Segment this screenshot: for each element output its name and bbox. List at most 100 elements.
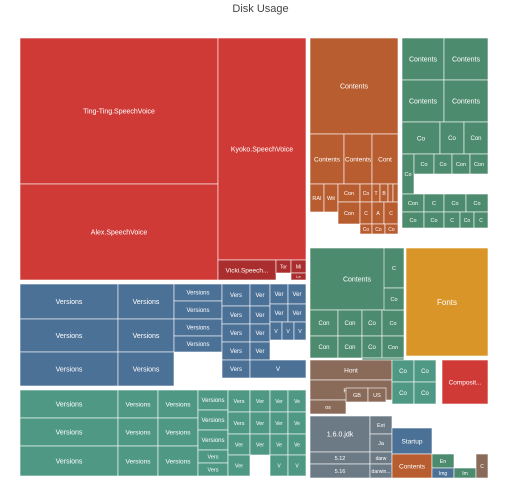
treemap-cell-label: Vers bbox=[233, 399, 244, 405]
treemap-cell[interactable] bbox=[401, 121, 441, 155]
treemap-cell[interactable] bbox=[384, 223, 399, 235]
treemap-cell-label: Vers bbox=[233, 421, 244, 427]
treemap-cell[interactable] bbox=[249, 359, 307, 379]
treemap-cell[interactable] bbox=[19, 417, 119, 447]
treemap-cell[interactable] bbox=[157, 445, 199, 477]
treemap-cell-label: Ver bbox=[256, 399, 264, 405]
treemap-cell-label: Co bbox=[448, 136, 456, 142]
treemap-cell-label: Con bbox=[318, 321, 329, 327]
treemap-cell[interactable] bbox=[463, 121, 489, 155]
treemap-cell[interactable] bbox=[443, 79, 489, 123]
treemap-cell-label: C bbox=[392, 266, 396, 272]
treemap-cell[interactable] bbox=[371, 133, 399, 185]
treemap-cell-label: Ver bbox=[256, 421, 264, 427]
treemap-cell-label: Con bbox=[344, 345, 355, 351]
treemap-cell[interactable] bbox=[469, 153, 489, 175]
treemap-cell[interactable] bbox=[117, 445, 159, 477]
treemap-cell[interactable] bbox=[19, 183, 219, 281]
treemap-cell-label: Vers bbox=[230, 331, 242, 337]
treemap-cell-label: Con bbox=[456, 162, 466, 168]
treemap-cell-label: Ve bbox=[276, 442, 282, 448]
treemap-cell-label: Co bbox=[363, 227, 370, 233]
treemap-cell-label: Versions bbox=[201, 418, 224, 424]
treemap-cell-label: Co bbox=[375, 227, 382, 233]
treemap-cell[interactable] bbox=[387, 183, 394, 203]
treemap-cell-label: Ve bbox=[294, 442, 300, 448]
treemap-cell-label: Co bbox=[430, 218, 437, 224]
treemap-cell-label: Con bbox=[470, 136, 481, 142]
treemap-cell[interactable] bbox=[443, 37, 489, 81]
treemap-cell-label: Co bbox=[409, 218, 416, 224]
treemap-cell[interactable] bbox=[290, 272, 307, 281]
treemap-cell-label: Versions bbox=[186, 326, 209, 332]
treemap-cell[interactable] bbox=[473, 211, 489, 229]
treemap-cell-label: Con bbox=[344, 211, 354, 217]
treemap-cell[interactable] bbox=[413, 381, 437, 405]
treemap-cell[interactable] bbox=[401, 37, 445, 81]
treemap-cell[interactable] bbox=[117, 318, 175, 353]
treemap-cell[interactable] bbox=[19, 445, 119, 477]
treemap-cell-label: Vers bbox=[230, 367, 242, 373]
treemap-cell-label: Vers bbox=[230, 293, 242, 299]
treemap-cell-label: Ver bbox=[256, 442, 264, 448]
treemap-cell[interactable] bbox=[441, 359, 489, 405]
treemap-cell-label: Co bbox=[421, 391, 429, 397]
treemap-cell[interactable] bbox=[309, 399, 347, 415]
treemap-cell[interactable] bbox=[391, 427, 433, 455]
treemap-cell[interactable] bbox=[383, 287, 405, 311]
treemap-cell-label: C bbox=[450, 218, 454, 224]
treemap-cell-label: Le bbox=[296, 274, 301, 279]
treemap-cell-label: 1.6.0.jdk bbox=[327, 431, 354, 438]
treemap-cell[interactable] bbox=[117, 417, 159, 447]
treemap-cell-label: Contents bbox=[399, 463, 426, 470]
treemap-cell-label: Vers bbox=[207, 454, 218, 460]
treemap-cell-label: Versions bbox=[201, 438, 224, 444]
treemap-cell-label: Co bbox=[363, 191, 370, 197]
treemap-cell-label: V bbox=[295, 463, 299, 469]
treemap-cell-label: C bbox=[480, 464, 484, 470]
treemap-cell[interactable] bbox=[309, 37, 399, 135]
treemap-cell[interactable] bbox=[117, 351, 175, 387]
treemap-cell[interactable] bbox=[287, 454, 307, 477]
treemap-cell-label: Co bbox=[451, 201, 458, 207]
treemap-cell-label: Versions bbox=[56, 333, 83, 340]
treemap-cell[interactable] bbox=[391, 453, 433, 479]
treemap-cell[interactable] bbox=[293, 321, 307, 341]
treemap-cell-label: Ver bbox=[275, 399, 283, 405]
treemap-cell-label: Versions bbox=[56, 458, 83, 465]
treemap-cell[interactable] bbox=[405, 247, 489, 357]
treemap-cell[interactable] bbox=[309, 415, 371, 453]
treemap-cell[interactable] bbox=[392, 183, 399, 203]
treemap-cell-label: RAI bbox=[312, 196, 322, 202]
treemap-cell-label: Versions bbox=[133, 333, 160, 340]
treemap-cell-label: Co bbox=[399, 369, 407, 375]
treemap-cell-label: Con bbox=[474, 162, 484, 168]
treemap-cell-label: Img bbox=[439, 471, 448, 477]
treemap-cell-label: Composit... bbox=[449, 379, 482, 386]
treemap-cell-label: Versions bbox=[133, 299, 160, 306]
treemap-cell[interactable] bbox=[19, 351, 119, 387]
treemap-cell-label: Con bbox=[318, 345, 329, 351]
treemap-cell-label: Contents bbox=[452, 56, 481, 63]
treemap-cell-label: Versions bbox=[56, 299, 83, 306]
treemap-cell[interactable] bbox=[475, 453, 489, 479]
treemap-cell[interactable] bbox=[227, 454, 251, 477]
treemap-cell[interactable] bbox=[439, 121, 465, 155]
treemap-cell[interactable] bbox=[367, 387, 387, 403]
treemap-cell-label: Ver bbox=[275, 421, 283, 427]
treemap-cell-label: Versions bbox=[56, 429, 83, 436]
treemap-cell-label: B bbox=[382, 191, 386, 197]
treemap-cell[interactable] bbox=[117, 283, 175, 320]
treemap-cell-label: Co bbox=[399, 391, 407, 397]
treemap-cell-label: Ve bbox=[294, 421, 300, 427]
treemap-cell-label: Contents bbox=[343, 276, 372, 283]
treemap-cell-label: Vers bbox=[230, 349, 242, 355]
treemap-cell-label: T bbox=[374, 191, 377, 197]
treemap-cell-label: Co bbox=[421, 369, 429, 375]
treemap-cell-label: C bbox=[364, 211, 368, 217]
treemap-cell-label: 5.12 bbox=[335, 456, 346, 462]
treemap-cell[interactable] bbox=[217, 37, 307, 261]
treemap-cell[interactable] bbox=[157, 389, 199, 419]
treemap-cell[interactable] bbox=[19, 318, 119, 353]
